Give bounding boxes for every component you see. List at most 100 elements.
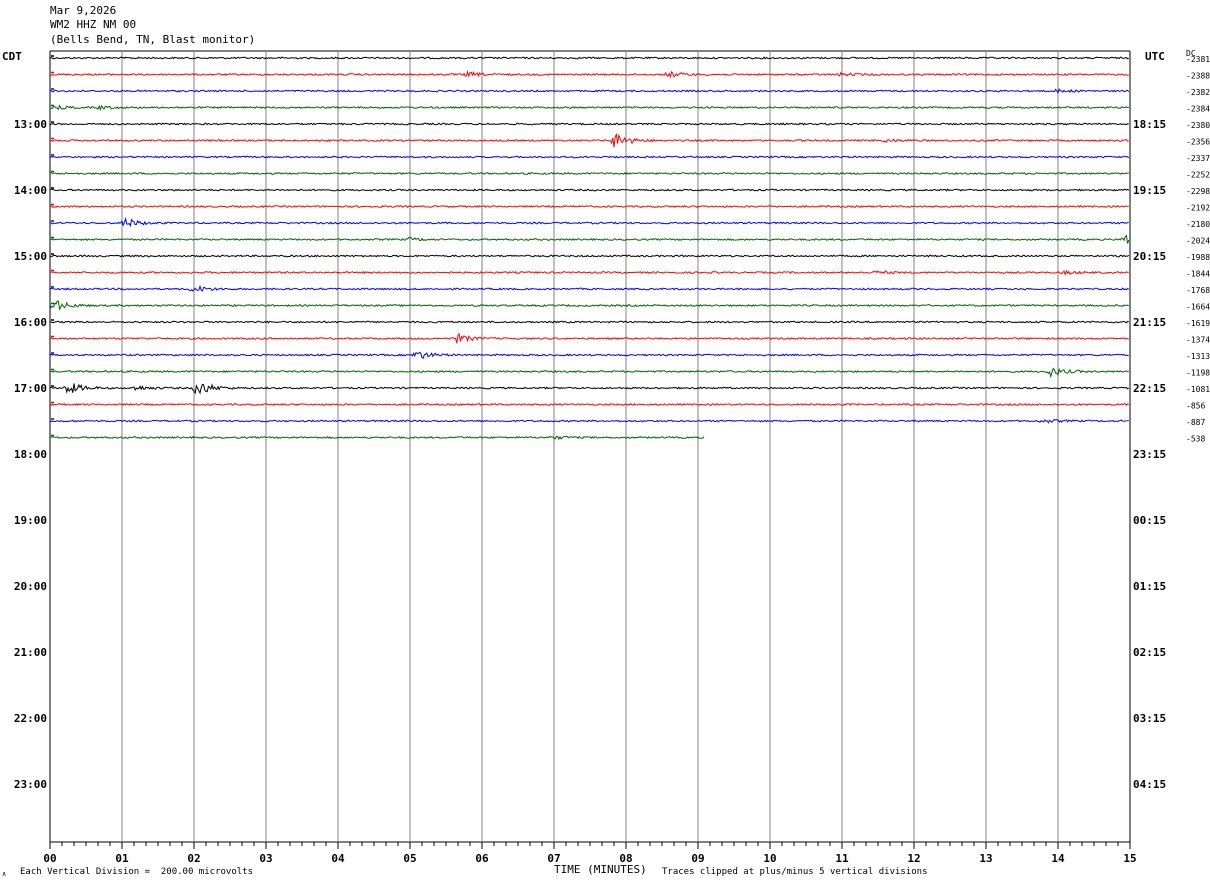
- trace-black: [49, 320, 1129, 324]
- dc-offset-label: -538: [1186, 435, 1205, 444]
- x-tick-label: 14: [1051, 852, 1065, 865]
- dc-offset-label: -1081: [1186, 385, 1210, 394]
- dc-offset-label: -1198: [1186, 369, 1210, 378]
- x-tick-label: 09: [691, 852, 704, 865]
- x-tick-label: 07: [547, 852, 560, 865]
- dc-offset-label: -2384: [1186, 105, 1210, 114]
- trace-red: [49, 69, 1129, 79]
- date-label: Mar 9,2026: [50, 4, 117, 17]
- trace-red: [49, 204, 1129, 209]
- left-hour-label: 15:00: [14, 250, 47, 263]
- x-tick-label: 11: [835, 852, 849, 865]
- dc-offset-label: -1988: [1186, 253, 1210, 262]
- trace-red: [49, 269, 1129, 277]
- right-hour-label: 23:15: [1133, 448, 1166, 461]
- dc-offset-label: -2298: [1186, 187, 1210, 196]
- right-hour-label: 04:15: [1133, 778, 1166, 791]
- x-tick-label: 03: [259, 852, 272, 865]
- trace-blue: [49, 351, 1129, 359]
- dc-offset-label: -2380: [1186, 121, 1210, 130]
- dc-offset-label: -2337: [1186, 154, 1210, 163]
- trace-red: [49, 402, 1130, 407]
- x-tick-label: 02: [187, 852, 200, 865]
- right-hour-label: 02:15: [1133, 646, 1166, 659]
- x-tick-label: 12: [907, 852, 920, 865]
- x-tick-label: 10: [763, 852, 776, 865]
- dc-offset-label: -2388: [1186, 72, 1210, 81]
- x-tick-label: 01: [115, 852, 129, 865]
- trace-black: [49, 56, 1129, 60]
- trace-black: [49, 188, 1130, 192]
- dc-offset-label: -2356: [1186, 138, 1210, 147]
- trace-black: [50, 383, 1130, 395]
- location-label: (Bells Bend, TN, Blast monitor): [50, 33, 256, 46]
- trace-red: [49, 333, 1129, 344]
- dc-offset-label: -2382: [1186, 88, 1210, 97]
- trace-red: [49, 132, 1129, 148]
- left-hour-label: 16:00: [14, 316, 47, 329]
- right-hour-label: 20:15: [1133, 250, 1166, 263]
- trace-green: [49, 234, 1130, 244]
- trace-blue: [49, 88, 1130, 94]
- trace-black: [49, 122, 1129, 126]
- trace-black: [49, 254, 1130, 258]
- right-hour-label: 19:15: [1133, 184, 1166, 197]
- trace-layer: [49, 55, 1130, 441]
- minute-grid: [49, 50, 1131, 849]
- x-tick-label: 13: [979, 852, 992, 865]
- x-axis-title: TIME (MINUTES): [554, 863, 647, 876]
- dc-offset-label: -887: [1186, 418, 1205, 427]
- left-hour-label: 19:00: [14, 514, 47, 527]
- trace-blue: [49, 155, 1130, 159]
- dc-header-label: DC: [1186, 49, 1196, 58]
- left-hour-label: 23:00: [14, 778, 47, 791]
- trace-blue: [49, 284, 1130, 292]
- left-timezone-label: CDT: [2, 50, 22, 63]
- trace-blue: [49, 216, 1129, 228]
- station-label: WM2 HHZ NM 00: [50, 18, 137, 31]
- label-layer: 00 01 02 03 04 05 06 07 08 09 10 11 12 13 14 15 13:00 18:…: [14, 55, 1210, 865]
- dc-offset-label: -1619: [1186, 319, 1210, 328]
- left-hour-label: 17:00: [14, 382, 47, 395]
- trace-green: [49, 104, 1129, 112]
- right-hour-label: 01:15: [1133, 580, 1166, 593]
- dc-offset-label: -856: [1186, 402, 1205, 411]
- left-hour-label: 13:00: [14, 118, 47, 131]
- right-hour-label: 03:15: [1133, 712, 1166, 725]
- right-hour-label: 00:15: [1133, 514, 1166, 527]
- trace-green: [49, 300, 1130, 311]
- x-tick-label: 04: [331, 852, 345, 865]
- dc-offset-label: -1664: [1186, 303, 1210, 312]
- dc-offset-label: -2180: [1186, 220, 1210, 229]
- x-tick-label: 05: [403, 852, 416, 865]
- dc-offset-label: -1374: [1186, 336, 1210, 345]
- dc-offset-label: -1313: [1186, 352, 1210, 361]
- left-hour-label: 18:00: [14, 448, 47, 461]
- trace-green: [49, 171, 1129, 176]
- clip-note: Traces clipped at plus/minus 5 vertical …: [662, 867, 928, 877]
- corner-mark: ∧: [2, 870, 7, 878]
- left-hour-label: 22:00: [14, 712, 47, 725]
- left-hour-label: 14:00: [14, 184, 47, 197]
- trace-green: [49, 435, 705, 441]
- right-hour-label: 22:15: [1133, 382, 1166, 395]
- right-hour-label: 21:15: [1133, 316, 1166, 329]
- dc-offset-label: -1768: [1186, 286, 1210, 295]
- left-hour-label: 21:00: [14, 646, 47, 659]
- x-tick-label: 08: [619, 852, 632, 865]
- x-tick-label: 15: [1123, 852, 1136, 865]
- dc-offset-label: -2024: [1186, 237, 1210, 246]
- trace-green: [49, 367, 1129, 379]
- dc-offset-label: -1844: [1186, 270, 1210, 279]
- dc-offset-label: -2252: [1186, 171, 1210, 180]
- right-timezone-label: UTC: [1145, 50, 1165, 63]
- x-tick-label: 00: [43, 852, 56, 865]
- right-hour-label: 18:15: [1133, 118, 1166, 131]
- dc-offset-label: -2381: [1186, 55, 1210, 64]
- scale-note: Each Vertical Division = 200.00 microvol…: [20, 867, 253, 877]
- x-tick-label: 06: [475, 852, 489, 865]
- left-hour-label: 20:00: [14, 580, 47, 593]
- dc-offset-label: -2192: [1186, 204, 1210, 213]
- trace-blue: [49, 418, 1129, 424]
